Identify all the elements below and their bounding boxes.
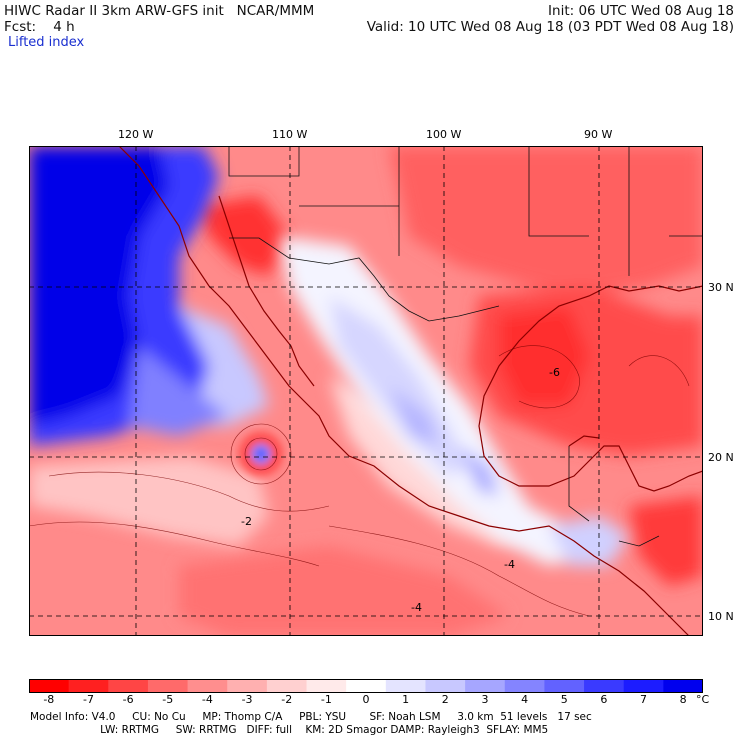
colorbar-swatch <box>187 679 228 693</box>
colorbar-tick-label: -6 <box>122 693 134 706</box>
colorbar-swatch <box>544 679 585 693</box>
coastlines <box>118 146 703 636</box>
contour-label: -4 <box>504 558 515 571</box>
forecast-hour: Fcst: 4 h <box>4 19 75 35</box>
colorbar-swatch <box>584 679 625 693</box>
colorbar-tick-label: 8 <box>679 693 687 706</box>
borders <box>228 146 703 547</box>
colorbar-tick-label: 0 <box>362 693 370 706</box>
colorbar-tick-label: -2 <box>281 693 293 706</box>
colorbar-swatch <box>425 679 466 693</box>
colorbar-swatch <box>623 679 664 693</box>
instability-areas <box>179 146 703 636</box>
model-info-line1: Model Info: V4.0 CU: No Cu MP: Thomp C/A… <box>30 711 592 723</box>
colorbar-tick-label: 1 <box>402 693 410 706</box>
colorbar-tick-label: 7 <box>640 693 648 706</box>
field-name: Lifted index <box>8 35 85 50</box>
contour-label: -2 <box>241 515 252 528</box>
lat-label-20n: 20 N <box>708 451 734 464</box>
colorbar-tick-label: 5 <box>560 693 568 706</box>
colorbar-swatch <box>465 679 506 693</box>
colorbar-swatch <box>147 679 189 693</box>
colorbar-tick-label: -8 <box>43 693 55 706</box>
colorbar-tick-label: -7 <box>82 693 94 706</box>
contour-label: -6 <box>549 366 560 379</box>
colorbar-tick-label: 2 <box>441 693 449 706</box>
colorbar-swatch <box>227 679 268 693</box>
colorbar-tick-label: 6 <box>600 693 608 706</box>
colorbar-swatch <box>346 679 387 693</box>
colorbar-swatch <box>108 679 149 693</box>
colorbar-swatch <box>306 679 347 693</box>
colorbar <box>29 679 703 693</box>
colorbar-swatch <box>68 679 109 693</box>
stable-plateau <box>279 236 629 566</box>
colorbar-swatch <box>663 679 703 693</box>
lifted-index-map: -2 -4 -4 -6 <box>29 146 703 636</box>
lon-label-100w: 100 W <box>426 128 462 141</box>
colorbar-tick-label: 3 <box>481 693 489 706</box>
contour-label: -4 <box>411 601 422 614</box>
lon-label-110w: 110 W <box>272 128 308 141</box>
colorbar-tick-label: -1 <box>320 693 332 706</box>
pacific-stable-air <box>29 146 269 446</box>
lon-label-90w: 90 W <box>584 128 613 141</box>
colorbar-swatch <box>266 679 308 693</box>
graticule <box>29 146 703 636</box>
contours <box>29 345 690 617</box>
colorbar-tick-label: -5 <box>162 693 174 706</box>
colorbar-tick-label: 4 <box>521 693 529 706</box>
colorbar-tick-label: -4 <box>201 693 213 706</box>
hurricane-core <box>239 432 283 476</box>
title-line: HIWC Radar II 3km ARW-GFS init NCAR/MMM <box>4 3 315 19</box>
lon-label-120w: 120 W <box>118 128 154 141</box>
lat-label-30n: 30 N <box>708 281 734 294</box>
colorbar-swatch <box>504 679 545 693</box>
colorbar-swatch <box>385 679 426 693</box>
lat-label-10n: 10 N <box>708 610 734 623</box>
model-info-line2: LW: RRTMG SW: RRTMG DIFF: full KM: 2D Sm… <box>30 724 549 736</box>
colorbar-tick-label: -3 <box>241 693 253 706</box>
colorbar-unit: °C <box>696 693 710 706</box>
colorbar-swatch <box>29 679 70 693</box>
init-time: Init: 06 UTC Wed 08 Aug 18 <box>548 3 734 19</box>
valid-time: Valid: 10 UTC Wed 08 Aug 18 (03 PDT Wed … <box>366 19 734 35</box>
